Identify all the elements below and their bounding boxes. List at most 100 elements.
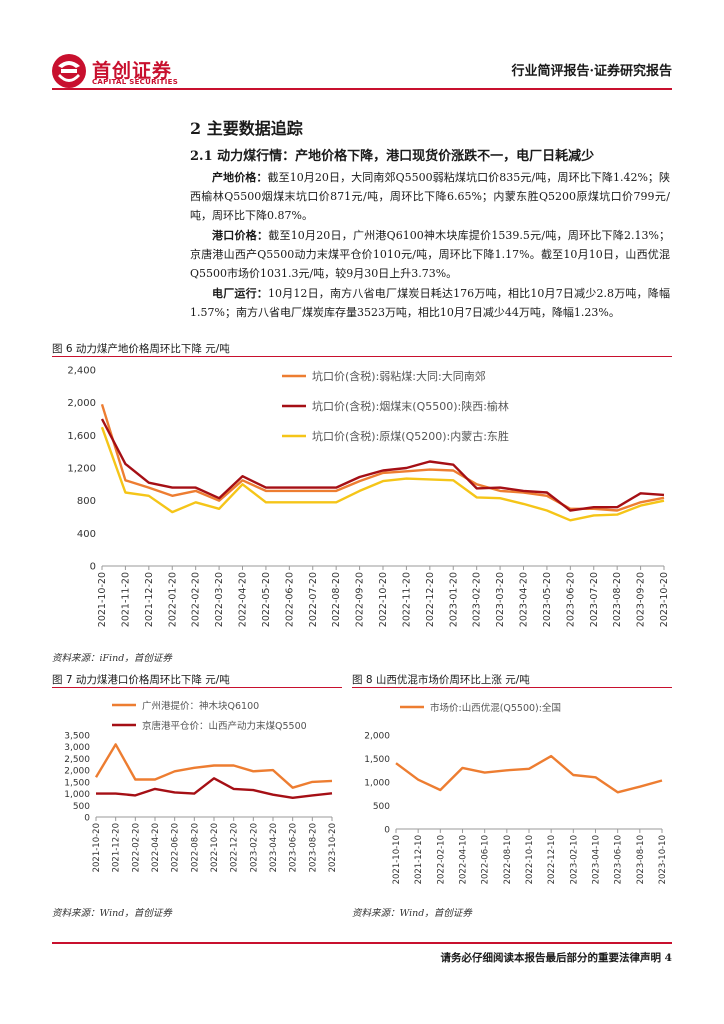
x-tick-label: 2023-02-20 xyxy=(249,823,259,872)
x-tick-label: 2022-08-20 xyxy=(331,572,342,627)
x-tick-label: 2023-06-20 xyxy=(289,823,299,872)
report-type: 行业简评报告·证券研究报告 xyxy=(511,64,672,79)
x-tick-label: 2023-05-20 xyxy=(542,572,553,627)
y-tick-label: 1,600 xyxy=(67,431,96,442)
paragraph-plant-operation: 电厂运行：10月12日，南方八省电厂煤炭日耗达176万吨，相比10月7日减少2.… xyxy=(190,287,671,319)
series-line-1 xyxy=(96,777,333,799)
x-tick-label: 2022-06-20 xyxy=(171,823,181,872)
x-tick-label: 2022-06-10 xyxy=(481,835,491,884)
x-tick-label: 2021-12-10 xyxy=(414,835,424,884)
series-line-0 xyxy=(395,754,663,794)
x-tick-label: 2022-12-20 xyxy=(425,572,436,627)
fig7-source: 资料来源：Wind，首创证券 xyxy=(52,908,172,919)
x-tick-label: 2022-05-20 xyxy=(261,572,272,627)
y-tick-label: 800 xyxy=(77,496,96,507)
y-tick-label: 2,500 xyxy=(64,755,90,765)
fig6-chart: 0 400 800 1,200 1,600 2,000 2,400 2021-10-20 202… xyxy=(67,366,670,628)
y-tick-label: 1,200 xyxy=(67,464,96,475)
x-tick-label: 2022-03-20 xyxy=(214,572,225,627)
x-tick-label: 2023-10-10 xyxy=(658,835,668,884)
paragraph-port-price: 港口价格：截至10月20日，广州港Q6100神木块库提价1539.5元/吨，周环… xyxy=(190,229,670,280)
x-tick-label: 2023-09-20 xyxy=(636,572,647,627)
y-tick-label: 1,000 xyxy=(364,779,390,789)
series-line-0 xyxy=(100,403,665,512)
legend-label: 坑口价(含税):弱粘煤:大同:大同南郊 xyxy=(312,369,486,383)
fig7-rule xyxy=(52,687,342,688)
x-tick-label: 2023-08-20 xyxy=(308,823,318,872)
company-logo xyxy=(52,54,86,88)
x-tick-label: 2021-12-20 xyxy=(112,823,122,872)
x-tick-label: 2022-11-20 xyxy=(401,572,412,627)
series-line-1 xyxy=(100,418,665,512)
x-tick-label: 2022-06-20 xyxy=(284,572,295,627)
legend-label: 坑口价(含税):原煤(Q5200):内蒙古:东胜 xyxy=(312,429,509,443)
fig8-chart: 0 500 1,000 1,500 2,000 2021-10-10 2021-12-10 2… xyxy=(364,702,668,884)
series-line-2 xyxy=(100,426,665,522)
series-line-0 xyxy=(94,743,333,789)
header-rule xyxy=(52,88,672,90)
x-tick-label: 2022-12-10 xyxy=(547,835,557,884)
x-tick-label: 2022-10-20 xyxy=(378,572,389,627)
y-tick-label: 400 xyxy=(77,529,96,540)
x-tick-label: 2022-12-20 xyxy=(230,823,240,872)
y-tick-label: 0 xyxy=(84,814,90,824)
paragraph-origin-price: 产地价格：截至10月20日，大同南郊Q5500弱粘煤坑口价835元/吨，周环比下… xyxy=(190,171,671,222)
x-tick-label: 2023-10-20 xyxy=(328,823,338,872)
logo-cn: 首创证券 xyxy=(92,60,173,82)
x-tick-label: 2022-10-10 xyxy=(525,835,535,884)
y-tick-label: 500 xyxy=(73,802,90,812)
x-tick-label: 2022-04-20 xyxy=(238,572,249,627)
x-tick-label: 2023-07-20 xyxy=(589,572,600,627)
x-tick-label: 2022-10-20 xyxy=(210,823,220,872)
x-tick-label: 2023-04-10 xyxy=(592,835,602,884)
y-tick-label: 3,500 xyxy=(64,732,90,742)
x-tick-label: 2022-08-10 xyxy=(503,835,513,884)
x-tick-label: 2023-03-20 xyxy=(495,572,506,627)
x-tick-label: 2021-12-20 xyxy=(144,572,155,627)
x-tick-label: 2022-01-20 xyxy=(167,572,178,627)
section-subtitle: 2.1 动力煤行情：产地价格下降，港口现货价涨跌不一，电厂日耗减少 xyxy=(190,149,595,164)
fig7-caption: 图 7 动力煤港口价格周环比下降 元/吨 xyxy=(52,674,230,686)
y-tick-label: 1,500 xyxy=(64,778,90,788)
x-tick-label: 2022-09-20 xyxy=(355,572,366,627)
y-tick-label: 0 xyxy=(384,826,390,836)
x-tick-label: 2022-02-20 xyxy=(191,572,202,627)
x-tick-label: 2022-04-20 xyxy=(151,823,161,872)
legend-label: 京唐港平仓价：山西产动力末煤Q5500 xyxy=(142,720,307,732)
footer-rule xyxy=(52,942,672,944)
x-tick-label: 2022-02-20 xyxy=(131,823,141,872)
x-tick-label: 2023-01-20 xyxy=(448,572,459,627)
x-tick-label: 2022-07-20 xyxy=(308,572,319,627)
logo-en: CAPITAL SECURITIES xyxy=(92,78,179,86)
fig6-source: 资料来源：iFind，首创证券 xyxy=(52,653,172,664)
x-tick-label: 2023-04-20 xyxy=(269,823,279,872)
y-tick-label: 1,000 xyxy=(64,790,90,800)
x-tick-label: 2023-08-20 xyxy=(612,572,623,627)
y-tick-label: 2,000 xyxy=(64,767,90,777)
y-tick-label: 0 xyxy=(90,562,96,573)
x-tick-label: 2022-04-10 xyxy=(459,835,469,884)
fig6-caption: 图 6 动力煤产地价格周环比下降 元/吨 xyxy=(52,343,230,355)
x-tick-label: 2021-11-20 xyxy=(120,572,131,627)
x-tick-label: 2023-02-10 xyxy=(569,835,579,884)
legend-label: 坑口价(含税):烟煤末(Q5500):陕西:榆林 xyxy=(312,399,509,413)
x-tick-label: 2023-06-20 xyxy=(565,572,576,627)
y-tick-label: 3,000 xyxy=(64,743,90,753)
x-tick-label: 2023-10-20 xyxy=(659,572,670,627)
section-title: 2 主要数据追踪 xyxy=(190,119,303,138)
x-tick-label: 2023-02-20 xyxy=(472,572,483,627)
y-tick-label: 1,500 xyxy=(364,755,390,765)
x-tick-label: 2023-08-10 xyxy=(636,835,646,884)
fig8-source: 资料来源：Wind，首创证券 xyxy=(352,908,472,919)
x-tick-label: 2021-10-20 xyxy=(92,823,102,872)
y-tick-label: 2,000 xyxy=(364,732,390,742)
legend-label: 广州港提价：神木块Q6100 xyxy=(142,700,259,712)
x-tick-label: 2021-10-20 xyxy=(97,572,108,627)
x-tick-label: 2022-08-20 xyxy=(190,823,200,872)
legend-label: 市场价:山西优混(Q5500):全国 xyxy=(430,702,561,714)
fig6-rule xyxy=(52,356,672,357)
x-tick-label: 2023-04-20 xyxy=(519,572,530,627)
fig8-rule xyxy=(352,687,672,688)
y-tick-label: 500 xyxy=(373,802,390,812)
